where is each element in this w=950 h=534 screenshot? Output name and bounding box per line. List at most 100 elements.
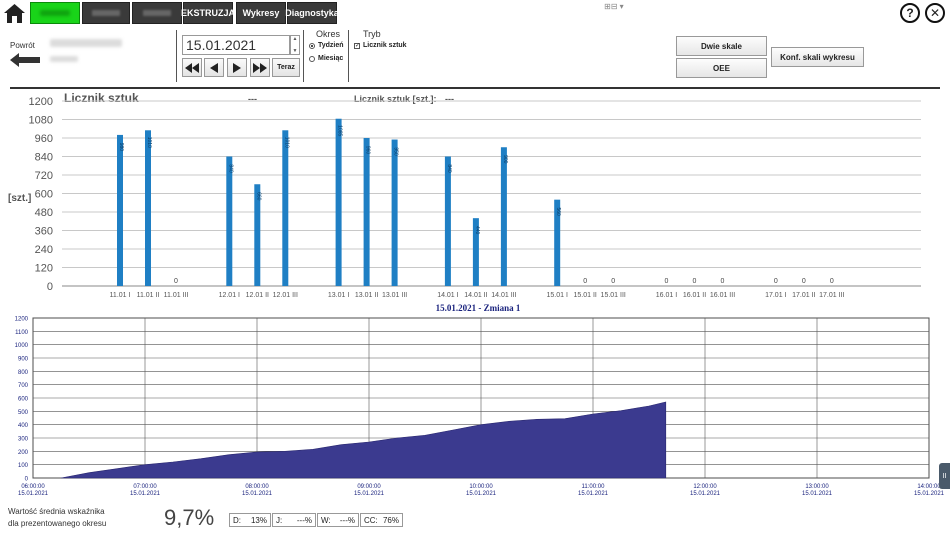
bar-y-axis-label: [szt.] xyxy=(8,193,31,204)
area-x-tick-time: 08:00:00 xyxy=(245,484,269,490)
bar-x-tick-label: 16.01 III xyxy=(710,292,735,299)
arrow-left-icon xyxy=(10,53,40,67)
nav-tab-3[interactable] xyxy=(132,2,182,24)
separator xyxy=(348,30,349,82)
kpi-w: W: ---% xyxy=(317,513,359,527)
bar-value-label: 0 xyxy=(174,278,178,285)
double-chevron-left-icon xyxy=(185,62,199,73)
bar xyxy=(554,199,561,286)
konf-skali-button[interactable]: Konf. skali wykresu xyxy=(771,47,864,67)
bar-value-label: 950 xyxy=(393,147,399,156)
machine-name-blurred xyxy=(50,39,122,47)
spin-up-icon[interactable]: ▲ xyxy=(292,36,298,42)
dwie-skale-button[interactable]: Dwie skale xyxy=(676,36,767,56)
chevron-right-icon xyxy=(233,62,241,73)
chevron-left-icon xyxy=(210,62,218,73)
kpi-cc-label: CC: xyxy=(364,515,378,525)
kpi-d-value: 13% xyxy=(250,515,267,525)
area-x-tick-date: 15.01.2021 xyxy=(18,491,49,497)
window-mini-icons[interactable]: ⊞⊟ ▾ xyxy=(604,2,624,11)
nav-tab-ekstruzja[interactable]: EKSTRUZJA xyxy=(181,2,235,24)
bar-x-tick-label: 13.01 I xyxy=(328,292,349,299)
bar-x-tick-label: 12.01 II xyxy=(246,292,269,299)
area-y-tick-label: 300 xyxy=(18,437,29,443)
bar-value-label: 0 xyxy=(665,278,669,285)
bar xyxy=(500,147,507,286)
bar-x-tick-label: 15.01 II xyxy=(574,292,597,299)
nav-tab-wykresy[interactable]: Wykresy xyxy=(236,2,286,24)
bar-y-tick-label: 600 xyxy=(35,189,53,201)
area-y-tick-label: 700 xyxy=(18,383,29,389)
bar-x-tick-label: 14.01 III xyxy=(491,292,516,299)
bar-y-tick-label: 360 xyxy=(35,226,53,238)
summary-label: Licznik sztuk [szt.]: xyxy=(354,94,437,104)
area-y-tick-label: 0 xyxy=(25,477,29,483)
next-button[interactable] xyxy=(227,58,247,77)
summary-value: --- xyxy=(445,94,454,104)
back-label: Powrót xyxy=(10,41,35,50)
bar xyxy=(254,184,261,286)
bar-y-tick-label: 840 xyxy=(35,152,53,164)
area-x-tick-time: 14:00:00 xyxy=(917,484,941,490)
area-x-tick-date: 15.01.2021 xyxy=(466,491,497,497)
bar-x-tick-label: 17.01 III xyxy=(819,292,844,299)
radio-unselected-icon[interactable] xyxy=(309,55,315,62)
side-panel-tab[interactable]: II xyxy=(939,463,950,489)
area-y-tick-label: 800 xyxy=(18,370,29,376)
tryb-licznik-checkbox[interactable]: ✓ Licznik sztuk xyxy=(354,42,407,49)
okres-tydzien-radio[interactable]: Tydzień xyxy=(309,42,344,49)
average-value: 9,7% xyxy=(164,505,215,530)
bar-y-tick-label: 960 xyxy=(35,133,53,145)
bar-value-label: 560 xyxy=(555,207,561,216)
bar-x-tick-label: 17.01 I xyxy=(765,292,786,299)
teraz-button[interactable]: Teraz xyxy=(272,58,300,77)
spin-down-icon[interactable]: ▼ xyxy=(292,48,298,54)
bar-value-label: 840 xyxy=(446,164,452,173)
checkbox-checked-icon[interactable]: ✓ xyxy=(354,42,361,49)
nav-tab-active[interactable] xyxy=(30,2,80,24)
bar xyxy=(472,218,479,286)
radio-selected-icon[interactable] xyxy=(309,42,315,49)
bar-x-tick-label: 16.01 II xyxy=(683,292,706,299)
area-x-tick-time: 11:00:00 xyxy=(582,484,606,490)
home-button[interactable] xyxy=(2,2,27,24)
area-x-tick-time: 09:00:00 xyxy=(357,484,381,490)
bar-value-label: 1010 xyxy=(283,137,289,148)
okres-miesiac-radio[interactable]: Miesiąc xyxy=(309,55,343,62)
bar-value-label: 960 xyxy=(365,146,371,155)
kpi-j-value: ---% xyxy=(296,515,312,525)
bar xyxy=(145,130,151,286)
nav-tab-diagnostyka[interactable]: Diagnostyka xyxy=(285,2,339,24)
prev-button[interactable] xyxy=(204,58,224,77)
bar-x-tick-label: 13.01 III xyxy=(382,292,407,299)
first-button[interactable] xyxy=(182,58,202,77)
bar xyxy=(335,118,342,287)
okres-tydzien-label: Tydzień xyxy=(318,42,344,49)
date-spinner[interactable]: ▲ ▼ xyxy=(290,35,300,55)
bar xyxy=(117,134,123,286)
kpi-w-value: ---% xyxy=(339,515,355,525)
bar-value-label: 0 xyxy=(830,278,834,285)
bar-x-tick-label: 15.01 III xyxy=(601,292,626,299)
bar xyxy=(444,156,451,286)
last-button[interactable] xyxy=(250,58,270,77)
bar-value-label: 660 xyxy=(255,192,261,201)
close-button[interactable]: ✕ xyxy=(925,3,945,23)
bar-x-tick-label: 17.01 II xyxy=(792,292,815,299)
bar-value-label: 0 xyxy=(693,278,697,285)
area-x-tick-time: 10:00:00 xyxy=(469,484,493,490)
help-button[interactable]: ? xyxy=(900,3,920,23)
bar-y-tick-label: 720 xyxy=(35,170,53,182)
oee-button[interactable]: OEE xyxy=(676,58,767,78)
area-chart-title: 15.01.2021 - Zmiana 1 xyxy=(436,303,521,313)
bar-value-label: 0 xyxy=(611,278,615,285)
bar-x-tick-label: 14.01 II xyxy=(464,292,487,299)
date-field[interactable]: 15.01.2021 xyxy=(182,35,290,55)
home-icon xyxy=(4,4,25,23)
kpi-d: D: 13% xyxy=(229,513,271,527)
nav-tab-2[interactable] xyxy=(82,2,130,24)
back-button[interactable]: Powrót xyxy=(4,36,44,78)
area-x-tick-time: 12:00:00 xyxy=(693,484,717,490)
